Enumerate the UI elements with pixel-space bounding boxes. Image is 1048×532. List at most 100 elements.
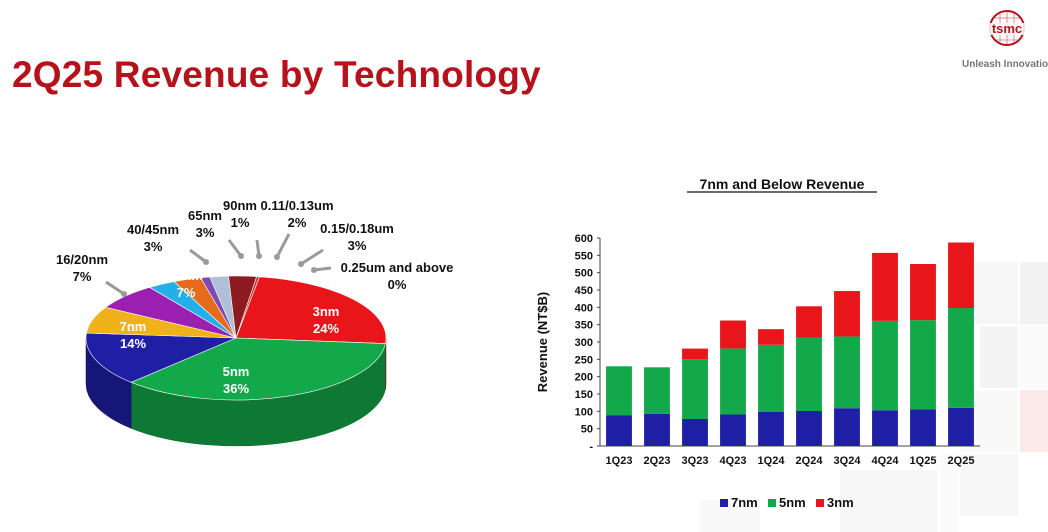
x-tick-label: 1Q23 [606,455,633,467]
x-tick-label: 4Q23 [720,455,747,467]
y-tick-label: 350 [575,320,593,332]
y-tick-label: - [589,441,593,453]
legend-swatch-5nm [768,499,776,507]
pie-label-3nm: 3nm [313,304,340,319]
bar-3nm-1q25 [910,264,936,321]
x-tick-label: 4Q24 [872,455,900,467]
bar-7nm-2q25 [948,407,974,446]
bar-3nm-4q23 [720,320,746,349]
x-tick-label: 2Q23 [644,455,671,467]
pie-label-90nm: 90nm [223,198,257,213]
y-tick-label: 450 [575,285,593,297]
pie-percent-0-25um-and-above: 0% [388,277,407,292]
pie-percent-0-15-0-18um: 3% [348,238,367,253]
bar-7nm-2q24 [796,410,822,446]
pie-label-0-11-0-13um: 0.11/0.13um [261,198,334,213]
y-axis-label: Revenue (NT$B) [535,292,550,392]
x-tick-label: 2Q24 [796,455,824,467]
pie-percent-3nm: 24% [313,321,339,336]
legend-label-7nm: 7nm [731,495,758,510]
pie-leader-dot-65nm [238,253,244,259]
pie-top [85,275,387,401]
bar-5nm-1q24 [758,344,784,412]
legend-swatch-3nm [816,499,824,507]
pie-leader-dot-90nm [256,253,262,259]
y-tick-label: 150 [575,389,593,401]
tagline: Unleash Innovation [962,59,1048,70]
x-tick-label: 2Q25 [948,455,975,467]
pie-label-0-25um-and-above: 0.25um and above [341,260,454,275]
bar-3nm-2q24 [796,306,822,338]
bar-7nm-1q24 [758,411,784,446]
pie-leader-0-15-0-18um [300,248,324,266]
pie-label-7nm: 7nm [120,319,147,334]
pie-leader-40-45nm [189,248,207,264]
logo-text: tsmc [992,21,1022,36]
pie-slice-0-25um-and-above [235,276,260,339]
x-tick-label: 3Q23 [682,455,709,467]
bar-3nm-4q24 [872,252,898,321]
y-tick-label: 50 [581,424,593,436]
pie-label-65nm: 65nm [188,208,222,223]
bar-chart-title: 7nm and Below Revenue [700,176,865,192]
bar-7nm-2q23 [644,413,670,446]
pie-percent-90nm: 1% [231,215,250,230]
pie-label-5nm: 5nm [223,364,250,379]
pie-label-0-15-0-18um: 0.15/0.18um [320,221,394,236]
bar-7nm-4q24 [872,410,898,446]
pie-labels: 3nm 24% 5nm 36% 7nm 14% 16/20nm 7% 28nm 7% 40/45nm… [56,198,453,396]
bar-7nm-3q23 [682,418,708,446]
bar-5nm-1q23 [606,366,632,416]
bar-5nm-4q23 [720,348,746,415]
y-tick-label: 100 [575,406,593,418]
pie-label-28nm: 28nm [169,268,203,283]
page-title: 2Q25 Revenue by Technology [12,54,541,95]
legend-swatch-7nm [720,499,728,507]
y-tick-label: 250 [575,354,593,366]
bar-7nm-1q25 [910,409,936,446]
pie-percent-5nm: 36% [223,381,249,396]
x-tick-label: 1Q24 [758,455,786,467]
bar-7nm-1q23 [606,415,632,446]
pie-leader-dot-0-25um-and-above [311,267,317,273]
pie-leader-dot-40-45nm [203,259,209,265]
bar-5nm-2q23 [644,367,670,414]
pie-leader-dot-16-20nm [121,291,127,297]
y-tick-label: 550 [575,250,593,262]
legend-label-3nm: 3nm [827,495,854,510]
x-tick-label: 3Q24 [834,455,862,467]
pie-percent-40-45nm: 3% [144,239,163,254]
bar-5nm-4q24 [872,320,898,411]
y-tick-label: 200 [575,372,593,384]
pie-percent-16-20nm: 7% [73,269,92,284]
revenue-bar-chart: 7nm and Below Revenue - 50 100 150 200 250 300 3… [535,176,980,510]
bar-5nm-2q24 [796,337,822,411]
pie-leader-65nm [227,239,243,257]
y-tick-label: 600 [575,233,593,245]
pie-slice-7nm [85,332,237,383]
pie-leader-0-11-0-13um [275,233,291,258]
pie-label-40-45nm: 40/45nm [127,222,179,237]
bar-7nm-4q23 [720,414,746,446]
pie-leader-16-20nm [105,280,125,296]
y-tick-label: 300 [575,337,593,349]
y-tick-label: 400 [575,302,593,314]
bar-3nm-3q24 [834,291,860,337]
pie-percent-7nm: 14% [120,336,146,351]
pie-percent-28nm: 7% [177,285,196,300]
pie-label-16-20nm: 16/20nm [56,252,108,267]
bar-5nm-1q25 [910,320,936,410]
bar-5nm-3q24 [834,336,860,409]
pie-leader-dot-0-11-0-13um [274,254,280,260]
bar-3nm-1q24 [758,329,784,345]
bar-3nm-2q25 [948,242,974,309]
pie-slice-3nm [235,276,387,344]
legend-label-5nm: 5nm [779,495,806,510]
bar-7nm-3q24 [834,408,860,446]
bar-legend: 7nm 5nm 3nm [720,495,854,510]
bar-5nm-3q23 [682,359,708,419]
pie-percent-65nm: 3% [196,225,215,240]
pie-leader-dot-0-15-0-18um [298,261,304,267]
y-tick-label: 500 [575,268,593,280]
pie-slice-5nm [130,337,386,401]
